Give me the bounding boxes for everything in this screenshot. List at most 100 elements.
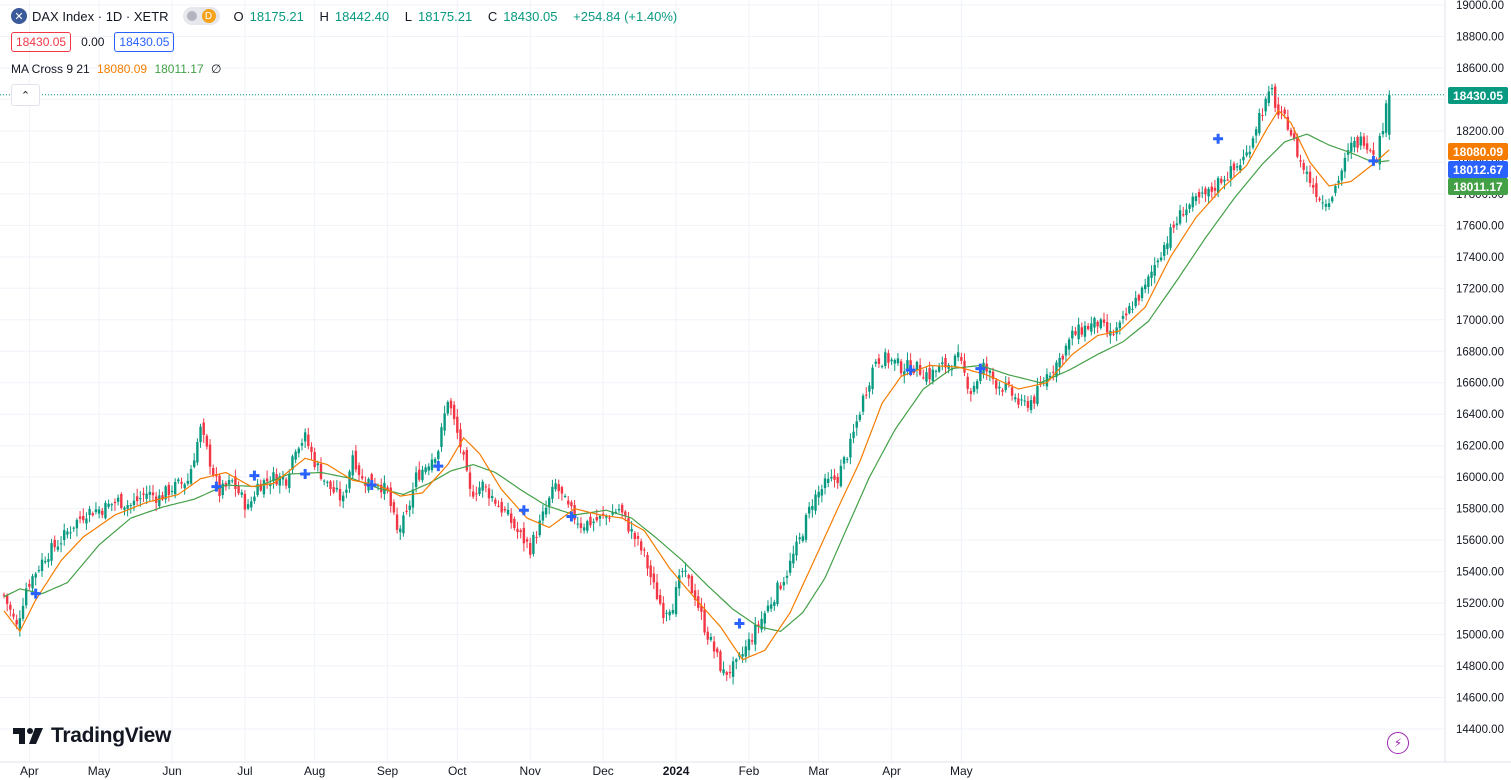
candle-body <box>592 521 595 524</box>
candle-body <box>1286 116 1290 130</box>
candle-body <box>497 505 500 507</box>
candle <box>392 499 396 516</box>
candle <box>1197 188 1201 204</box>
candle-body <box>452 404 456 420</box>
market-status-letter: D <box>201 9 216 23</box>
ma-slow-value: 18011.17 <box>154 62 204 76</box>
cross-shape <box>433 461 444 472</box>
collapse-legend-button[interactable]: ⌃ <box>11 84 40 106</box>
candle-body <box>991 371 995 379</box>
ohlc-values: O 18175.21 H 18442.40 L 18175.21 C 18430.05 … <box>234 9 684 24</box>
candle <box>830 469 833 482</box>
candle <box>47 553 50 568</box>
candle <box>56 540 60 552</box>
candle-body <box>690 576 694 593</box>
candle-body <box>47 559 50 562</box>
candle <box>839 459 843 488</box>
candle-body <box>1327 203 1331 207</box>
last-price-tag: 18430.05 <box>1448 87 1508 104</box>
candle-body <box>389 487 392 506</box>
price-tick-label: 16800.00 <box>1456 346 1504 358</box>
candle <box>94 502 98 515</box>
candle <box>1191 192 1194 212</box>
candle-body <box>1194 196 1198 202</box>
candle <box>462 449 465 461</box>
candle <box>972 381 976 395</box>
candle-body <box>893 360 896 364</box>
candle <box>1007 376 1011 388</box>
candle <box>582 523 586 534</box>
candle-body <box>196 442 199 463</box>
symbol-title[interactable]: DAX Index · 1D · XETR <box>32 8 169 24</box>
candle-body <box>1207 188 1210 197</box>
candle <box>364 476 367 494</box>
candle <box>836 473 839 489</box>
candle <box>709 633 713 642</box>
tradingview-logo[interactable]: TradingView <box>13 724 171 748</box>
candle-body <box>310 446 313 452</box>
candle <box>557 479 560 500</box>
time-axis[interactable]: Apr May Jun Jul Aug Sep Oct Nov Dec 2024 Feb Mar Apr… <box>0 761 1511 778</box>
candle-body <box>205 435 209 447</box>
candle <box>554 478 557 492</box>
candle <box>617 504 621 513</box>
candle <box>871 364 874 395</box>
candle <box>719 649 722 673</box>
time-tick-label: May <box>88 764 111 778</box>
candle-body <box>1312 184 1315 188</box>
candle <box>1144 278 1147 294</box>
time-tick-label: Apr <box>20 764 39 778</box>
indicator-legend[interactable]: MA Cross 9 21 18080.09 18011.17 ∅ <box>11 62 683 76</box>
candle-body <box>693 590 697 600</box>
candle <box>1220 175 1223 185</box>
candle <box>183 482 186 495</box>
candle <box>284 477 288 490</box>
candle-body <box>1071 330 1074 339</box>
candle <box>988 368 992 382</box>
candle <box>101 507 104 519</box>
buy-button[interactable]: 18430.05 <box>114 32 175 52</box>
candle-body <box>576 523 579 525</box>
status-dot-icon <box>186 11 197 21</box>
candle-body <box>405 510 408 512</box>
candle <box>906 352 909 376</box>
price-axis[interactable]: 19000.0018800.0018600.0018400.0018200.00… <box>1444 0 1504 762</box>
candle-body <box>9 604 12 610</box>
market-status-badge[interactable]: D <box>182 7 220 25</box>
candle-body <box>278 476 281 486</box>
x-circle-icon[interactable]: ✕ <box>11 8 27 24</box>
candle-body <box>1216 178 1220 194</box>
candle-body <box>579 523 583 529</box>
candle-body <box>1353 140 1356 148</box>
candle-body <box>586 521 589 531</box>
price-tick-label: 15000.00 <box>1456 630 1504 642</box>
high-label: H <box>319 8 329 24</box>
candle-body <box>193 460 196 467</box>
candle-body <box>858 414 862 420</box>
candle <box>12 608 15 620</box>
candle-body <box>326 481 329 483</box>
cross-shape <box>300 469 311 480</box>
candle <box>481 479 484 498</box>
candle-body <box>1223 179 1226 182</box>
candle <box>1305 165 1309 183</box>
candle-body <box>668 611 671 616</box>
candle-body <box>12 613 15 617</box>
candle-body <box>316 463 320 466</box>
candle <box>1061 353 1064 366</box>
candle-body <box>1283 109 1286 114</box>
candle <box>760 611 763 633</box>
sell-button[interactable]: 18430.05 <box>11 32 72 52</box>
candle-body <box>88 508 91 516</box>
candle <box>922 369 925 380</box>
lightning-icon[interactable]: ⚡ <box>1387 732 1409 754</box>
candle-body <box>1264 98 1267 112</box>
candle <box>963 353 966 377</box>
candle-body <box>1235 166 1239 168</box>
candle <box>903 363 906 384</box>
candle <box>893 358 896 372</box>
candle-body <box>1124 313 1128 316</box>
candle-body <box>525 539 529 542</box>
candle <box>817 485 820 506</box>
